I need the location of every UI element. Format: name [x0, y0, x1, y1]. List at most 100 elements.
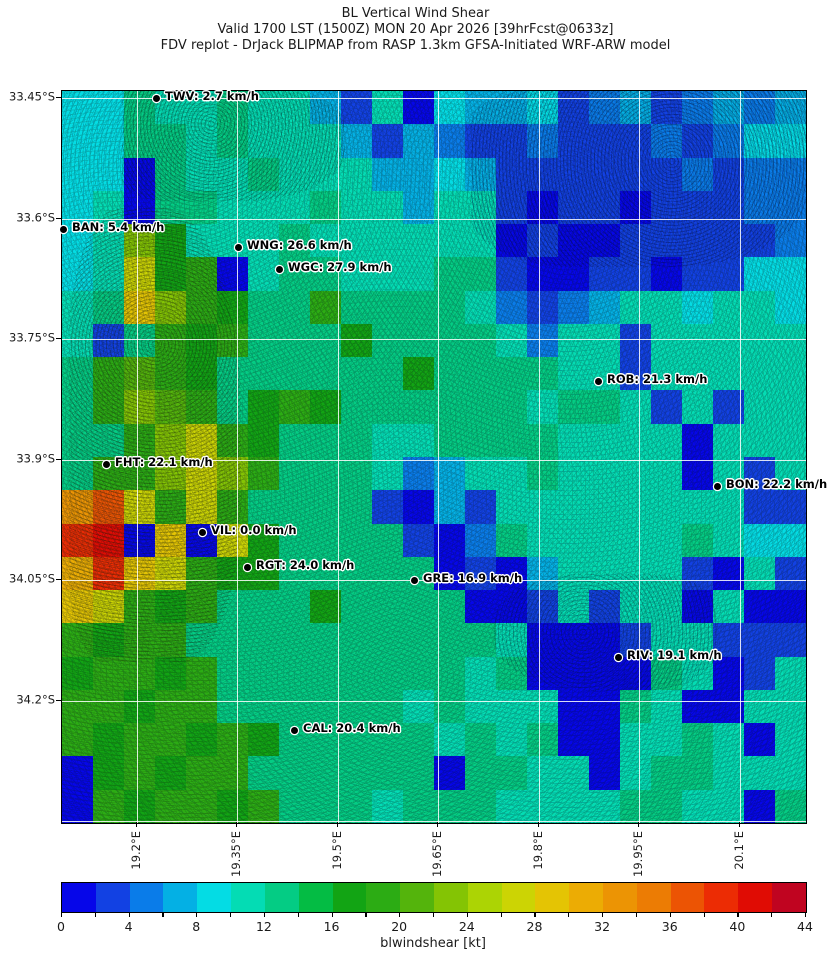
raster-cell: [558, 91, 589, 125]
raster-cell: [124, 257, 155, 291]
raster-cell: [744, 357, 775, 391]
colorbar-tick-mark: [534, 913, 536, 917]
raster-cell: [124, 789, 155, 823]
gridline-longitude: [337, 91, 339, 823]
raster-cell: [465, 590, 496, 624]
raster-cell: [527, 257, 558, 291]
raster-cell: [620, 523, 651, 557]
raster-cell: [341, 756, 372, 790]
raster-cell: [744, 689, 775, 724]
raster-cell: [403, 789, 434, 823]
station-label: BON: 22.2 km/h: [726, 477, 828, 491]
raster-cell: [217, 556, 248, 591]
raster-cell: [651, 390, 682, 424]
raster-cell: [713, 490, 744, 524]
raster-cell: [186, 257, 217, 291]
gridline-longitude: [438, 91, 439, 823]
raster-cell: [682, 556, 713, 591]
y-tick-label: 34.05°S: [9, 571, 55, 586]
colorbar-tick-label: 12: [255, 919, 272, 934]
raster-cell: [372, 357, 403, 391]
raster-cell: [372, 290, 403, 324]
colorbar-tick-label: 16: [323, 919, 340, 934]
colorbar-tick-mark: [805, 913, 807, 917]
colorbar-tick-mark: [263, 913, 266, 917]
raster-cell: [217, 124, 248, 158]
raster-cell: [651, 91, 682, 125]
raster-cell: [372, 124, 403, 158]
raster-cell: [434, 723, 465, 757]
raster-cell: [434, 290, 465, 324]
colorbar-segment: [433, 883, 468, 912]
raster-cell: [682, 224, 713, 258]
raster-cell: [558, 423, 589, 457]
raster-cell: [217, 323, 248, 358]
raster-cell: [682, 723, 713, 757]
raster-cell: [775, 590, 806, 624]
raster-cell: [341, 357, 372, 391]
raster-cell: [589, 723, 620, 757]
raster-cell: [434, 124, 465, 158]
colorbar-tick-mark: [771, 913, 773, 917]
title-block: BL Vertical Wind Shear Valid 1700 LST (1…: [0, 6, 831, 54]
gridline-longitude: [639, 91, 640, 823]
raster-cell: [620, 124, 651, 158]
raster-cell: [744, 224, 775, 258]
station-dot: [59, 225, 67, 233]
raster-cell: [465, 556, 496, 591]
y-tick-label: 33.6°S: [16, 210, 55, 225]
raster-cell: [465, 490, 496, 524]
raster-cell: [186, 357, 217, 391]
raster-cell: [496, 490, 527, 524]
raster-cell: [713, 623, 744, 657]
colorbar-segment: [772, 883, 806, 912]
colorbar-tick-mark: [230, 913, 232, 917]
colorbar-tick-label: 28: [526, 919, 543, 934]
raster-cell: [775, 723, 806, 757]
gridline-latitude: [62, 580, 806, 581]
station-label: RIV: 19.1 km/h: [627, 648, 722, 662]
raster-cell: [434, 257, 465, 291]
colorbar-segment: [738, 883, 773, 912]
raster-cell: [372, 323, 403, 358]
colorbar-tick-mark: [162, 913, 164, 917]
colorbar-tick-mark: [500, 913, 502, 917]
raster-cell: [248, 523, 279, 557]
raster-cell: [217, 157, 248, 191]
raster-cell: [713, 290, 744, 324]
raster-cell: [341, 556, 372, 591]
gridline-latitude: [62, 218, 806, 220]
raster-cell: [310, 91, 341, 125]
station-label: VIL: 0.0 km/h: [211, 523, 297, 537]
raster-cell: [279, 390, 310, 424]
raster-cell: [589, 390, 620, 424]
raster-cell: [527, 423, 558, 457]
colorbar-segment: [231, 883, 265, 912]
raster-cell: [217, 656, 248, 690]
raster-cell: [558, 357, 589, 391]
raster-cell: [124, 723, 155, 757]
raster-cell: [217, 623, 248, 657]
raster-cell: [713, 723, 744, 757]
station-dot: [410, 576, 418, 584]
raster-cell: [589, 91, 620, 125]
raster-cell: [713, 689, 744, 724]
raster-cell: [403, 157, 434, 191]
raster-cell: [558, 290, 589, 324]
raster-cell: [217, 224, 248, 258]
raster-cell: [434, 789, 465, 823]
x-tick-mark: [236, 822, 238, 827]
raster-cell: [62, 590, 93, 624]
y-tick-label: 33.45°S: [9, 89, 55, 104]
colorbar-tick-label: 4: [124, 919, 133, 934]
station-dot: [275, 265, 283, 273]
raster-cell: [465, 423, 496, 457]
raster-cell: [93, 290, 124, 324]
raster-cell: [465, 523, 496, 557]
station-label: FHT: 22.1 km/h: [115, 455, 213, 469]
raster-cell: [775, 689, 806, 724]
raster-cell: [124, 290, 155, 324]
colorbar-segment: [298, 883, 333, 912]
raster-cell: [186, 457, 217, 491]
